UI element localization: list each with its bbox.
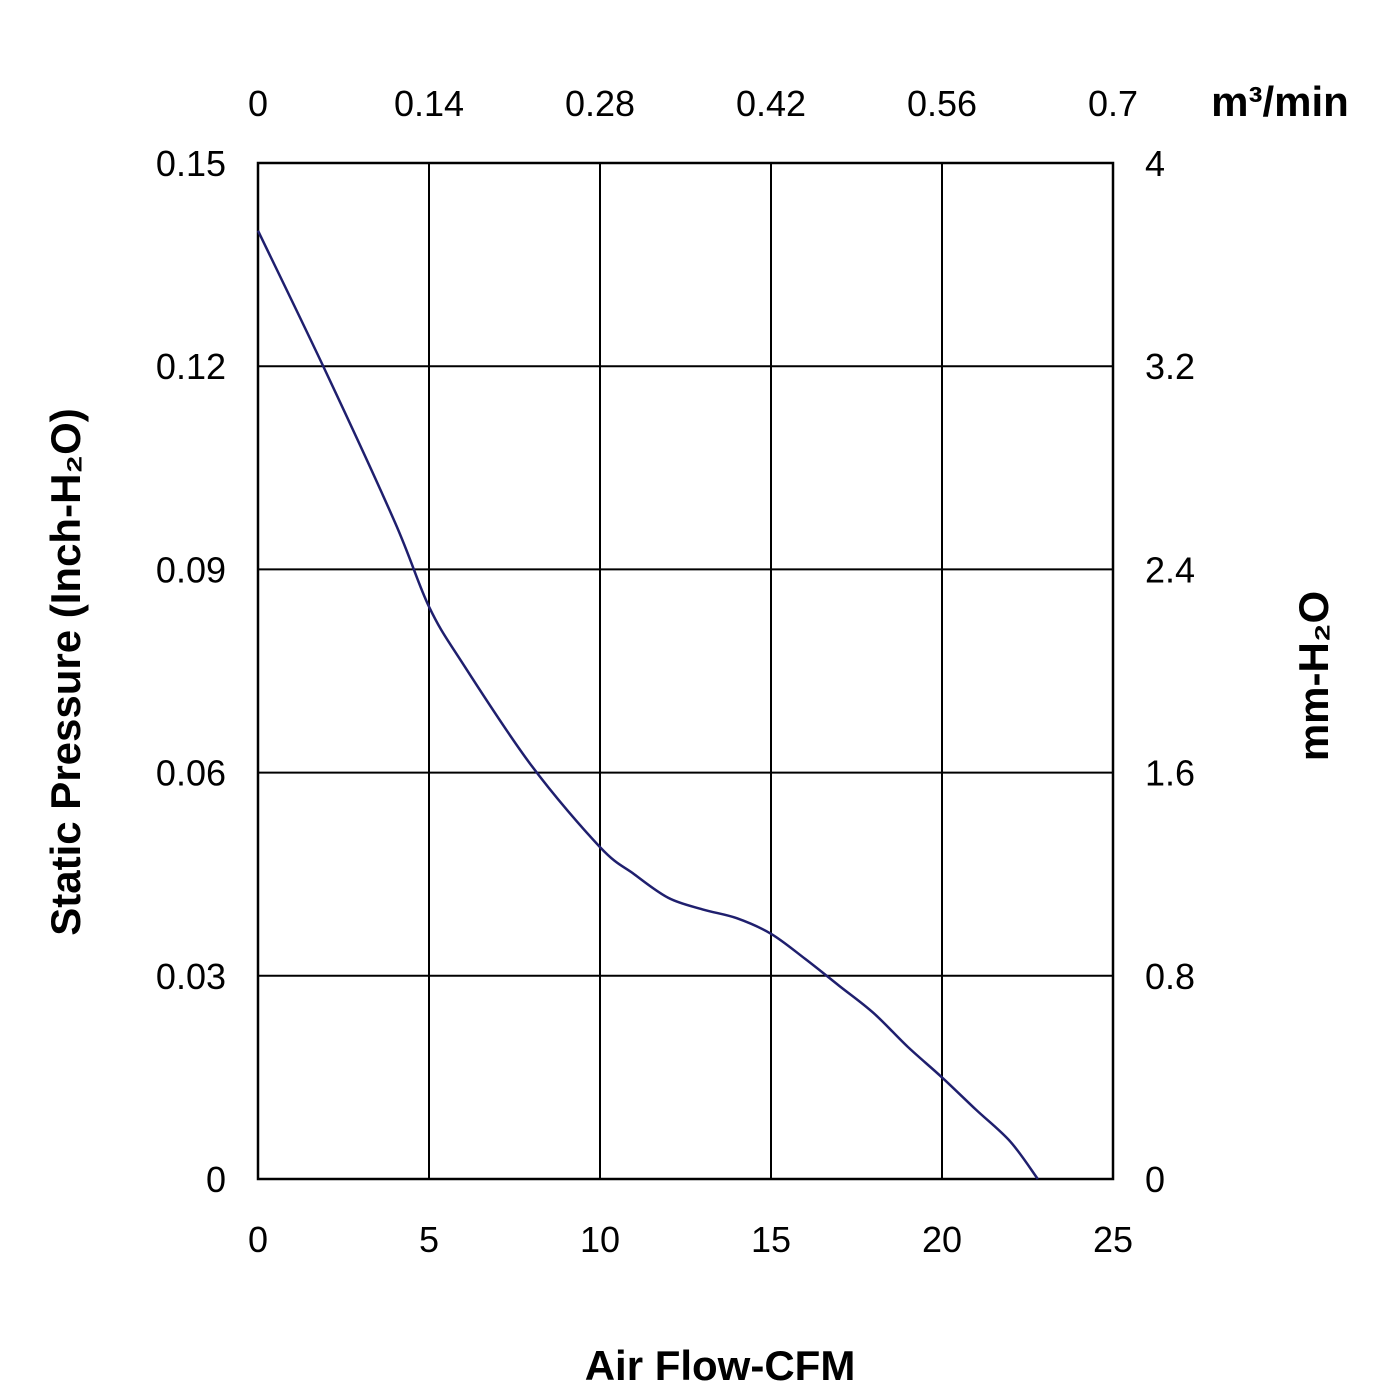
top-x-tick-label: 0.7 bbox=[1088, 83, 1138, 124]
x-tick-label: 0 bbox=[248, 1219, 268, 1260]
right-y-tick-label: 3.2 bbox=[1145, 346, 1195, 387]
pressure-curve-line bbox=[256, 230, 1039, 1180]
x-tick-label: 20 bbox=[922, 1219, 962, 1260]
top-x-tick-label: 0.42 bbox=[736, 83, 806, 124]
tick-labels: 0 5 10 15 20 25 0 0.14 0.28 0.42 0.56 0.7 0 0.03 0.06 0… bbox=[156, 83, 1195, 1260]
left-y-tick-label: 0.09 bbox=[156, 549, 226, 590]
top-x-tick-label: 0 bbox=[248, 83, 268, 124]
right-y-tick-label: 1.6 bbox=[1145, 753, 1195, 794]
left-y-tick-label: 0.06 bbox=[156, 753, 226, 794]
x-tick-label: 15 bbox=[751, 1219, 791, 1260]
left-y-tick-label: 0 bbox=[206, 1159, 226, 1200]
right-y-tick-label: 4 bbox=[1145, 143, 1165, 184]
left-y-tick-label: 0.03 bbox=[156, 956, 226, 997]
right-y-tick-label: 0.8 bbox=[1145, 956, 1195, 997]
right-y-tick-label: 2.4 bbox=[1145, 549, 1195, 590]
top-x-tick-label: 0.56 bbox=[907, 83, 977, 124]
x-tick-label: 10 bbox=[580, 1219, 620, 1260]
x-tick-label: 25 bbox=[1093, 1219, 1133, 1260]
right-y-tick-label: 0 bbox=[1145, 1159, 1165, 1200]
top-axis-title: m³/min bbox=[1211, 78, 1349, 125]
left-y-tick-label: 0.12 bbox=[156, 346, 226, 387]
top-x-tick-label: 0.28 bbox=[565, 83, 635, 124]
right-axis-title: mm-H₂O bbox=[1290, 591, 1337, 761]
left-axis-title: Static Pressure (Inch-H₂O) bbox=[42, 408, 89, 935]
grid-lines bbox=[258, 163, 1113, 1179]
top-x-tick-label: 0.14 bbox=[394, 83, 464, 124]
x-tick-label: 5 bbox=[419, 1219, 439, 1260]
plot-frame bbox=[256, 161, 1115, 1181]
x-axis-title: Air Flow-CFM bbox=[585, 1342, 856, 1389]
left-y-tick-label: 0.15 bbox=[156, 143, 226, 184]
